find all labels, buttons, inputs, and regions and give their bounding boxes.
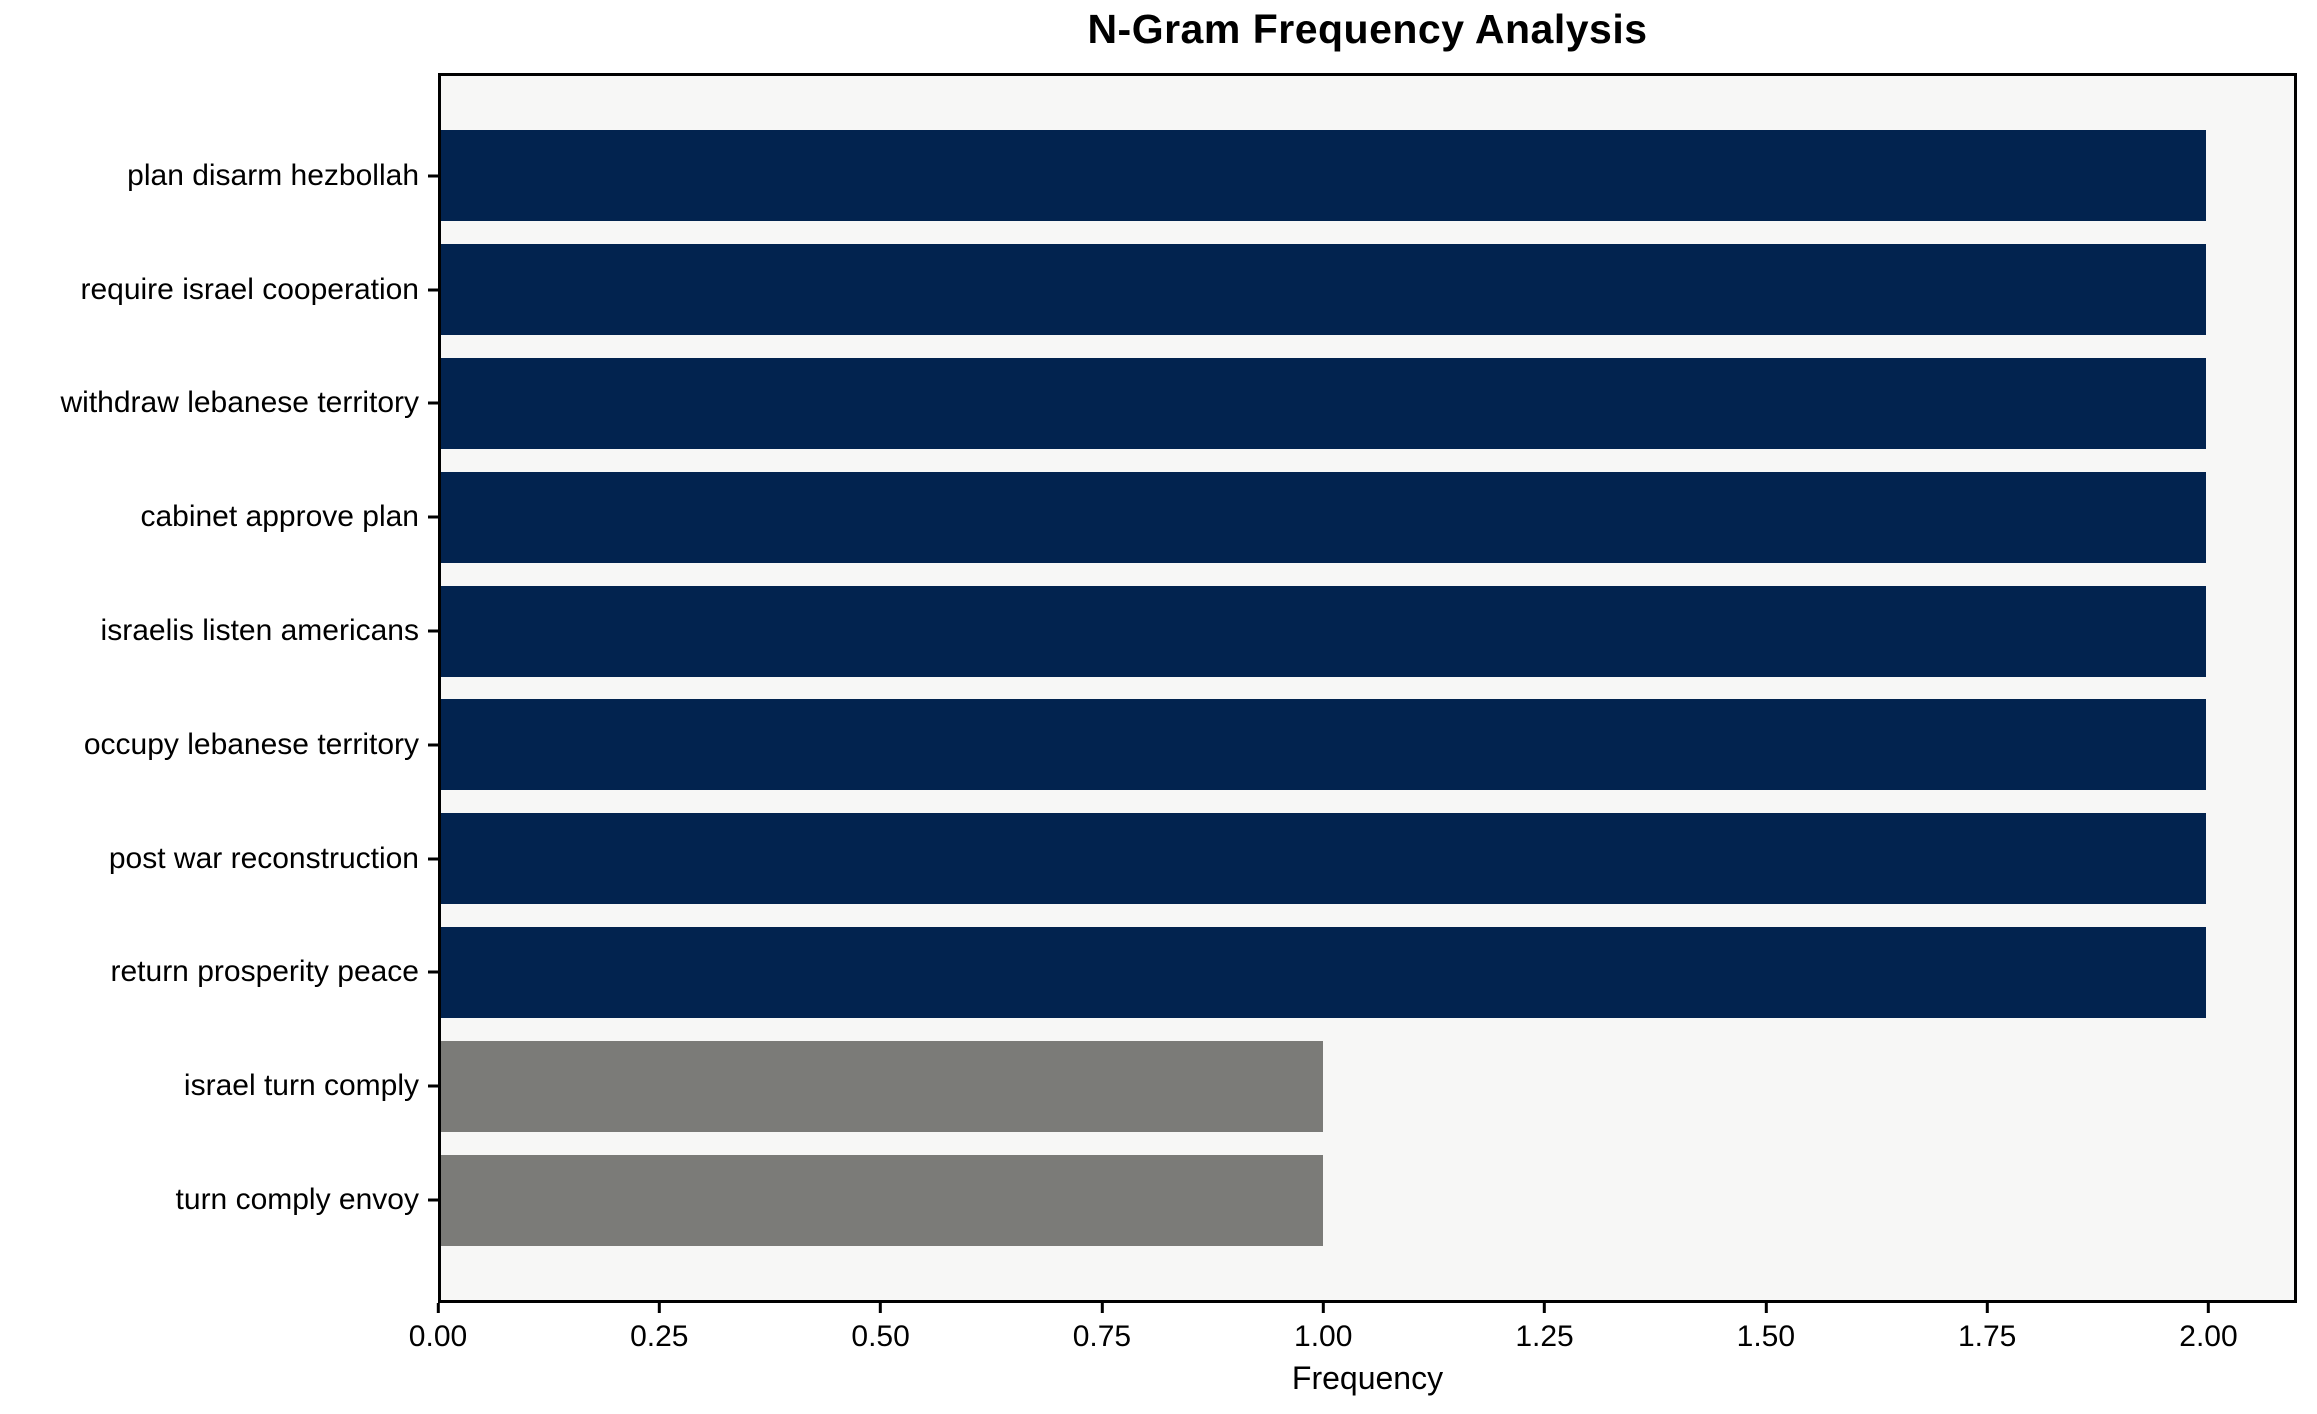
bar	[441, 813, 2206, 905]
bar-row: require israel cooperation	[80, 233, 2294, 347]
x-tick-label: 0.25	[630, 1320, 689, 1353]
bar-row: cabinet approve plan	[140, 460, 2294, 574]
y-tick-label: cabinet approve plan	[140, 500, 419, 534]
x-tick: 1.50	[1737, 1303, 1795, 1354]
bar-row: withdraw lebanese territory	[61, 347, 2294, 461]
x-tick-mark	[879, 1303, 883, 1313]
x-axis-label: Frequency	[1291, 1360, 1444, 1396]
bar	[441, 1040, 1324, 1132]
y-tick-mark	[428, 288, 438, 292]
x-tick-mark	[2206, 1303, 2210, 1313]
x-tick: 1.25	[1515, 1303, 1574, 1354]
y-tick-label: require israel cooperation	[80, 272, 419, 306]
x-tick: 0.75	[1073, 1303, 1131, 1354]
y-tick-mark	[428, 857, 438, 861]
y-tick-mark	[428, 1084, 438, 1088]
x-tick: 0.50	[851, 1303, 910, 1354]
bar-row: israelis listen americans	[101, 574, 2294, 688]
y-tick-mark	[428, 174, 438, 178]
chart-title: N-Gram Frequency Analysis	[1087, 6, 1648, 52]
x-tick-mark	[1764, 1303, 1768, 1313]
x-tick: 0.00	[409, 1303, 467, 1354]
x-tick-mark	[1100, 1303, 1104, 1313]
bar-row: plan disarm hezbollah	[127, 119, 2294, 233]
y-tick-mark	[428, 401, 438, 405]
bar-row: israel turn comply	[184, 1029, 2294, 1143]
x-tick-mark	[1985, 1303, 1989, 1313]
y-tick-label: return prosperity peace	[110, 955, 420, 989]
x-tick-label: 1.75	[1957, 1320, 2017, 1353]
x-tick-label: 0.00	[408, 1320, 468, 1353]
bar	[441, 244, 2206, 336]
y-tick-label: israel turn comply	[183, 1069, 419, 1103]
bar	[441, 1154, 1324, 1246]
y-tick-label: withdraw lebanese territory	[60, 386, 420, 420]
y-tick-label: plan disarm hezbollah	[127, 158, 419, 192]
x-tick-mark	[1321, 1303, 1325, 1313]
x-tick-label: 2.00	[2179, 1320, 2238, 1353]
x-tick: 1.00	[1294, 1303, 1352, 1354]
x-tick: 1.75	[1958, 1303, 2016, 1354]
bar	[441, 699, 2206, 791]
x-tick-mark	[1543, 1303, 1547, 1313]
x-tick-label: 1.25	[1515, 1320, 1574, 1353]
bar-row: post war reconstruction	[109, 802, 2294, 916]
bar	[441, 357, 2206, 449]
x-tick-mark	[657, 1303, 661, 1313]
y-tick-label: occupy lebanese territory	[83, 727, 419, 761]
bars: plan disarm hezbollah require israel coop…	[61, 76, 2294, 1300]
y-tick-mark	[428, 743, 438, 747]
y-tick-mark	[428, 515, 438, 519]
bar-row: return prosperity peace	[111, 916, 2294, 1030]
y-tick-mark	[428, 629, 438, 633]
bar	[441, 585, 2206, 677]
y-tick-label: israelis listen americans	[100, 614, 419, 648]
x-axis: 0.00 0.25 0.50 0.75 1.00 1.25 1.50 1.75 2.00	[409, 1303, 2297, 1363]
y-tick-mark	[428, 970, 438, 974]
bar	[441, 130, 2206, 222]
bar-row: occupy lebanese territory	[84, 688, 2294, 802]
bar	[441, 926, 2206, 1018]
x-tick-mark	[436, 1303, 440, 1313]
x-tick: 2.00	[2179, 1303, 2238, 1354]
plot-area: plan disarm hezbollah require israel coop…	[61, 73, 2297, 1303]
bar-row: turn comply envoy	[176, 1143, 2294, 1257]
bar	[441, 471, 2206, 563]
y-tick-mark	[428, 1198, 438, 1202]
x-tick-label: 0.75	[1072, 1320, 1132, 1353]
y-tick-label: post war reconstruction	[108, 841, 419, 875]
x-tick-label: 0.50	[851, 1320, 910, 1353]
x-tick-label: 1.00	[1294, 1320, 1353, 1353]
x-tick: 0.25	[630, 1303, 688, 1354]
y-tick-label: turn comply envoy	[175, 1183, 419, 1217]
x-tick-label: 1.50	[1736, 1320, 1796, 1353]
